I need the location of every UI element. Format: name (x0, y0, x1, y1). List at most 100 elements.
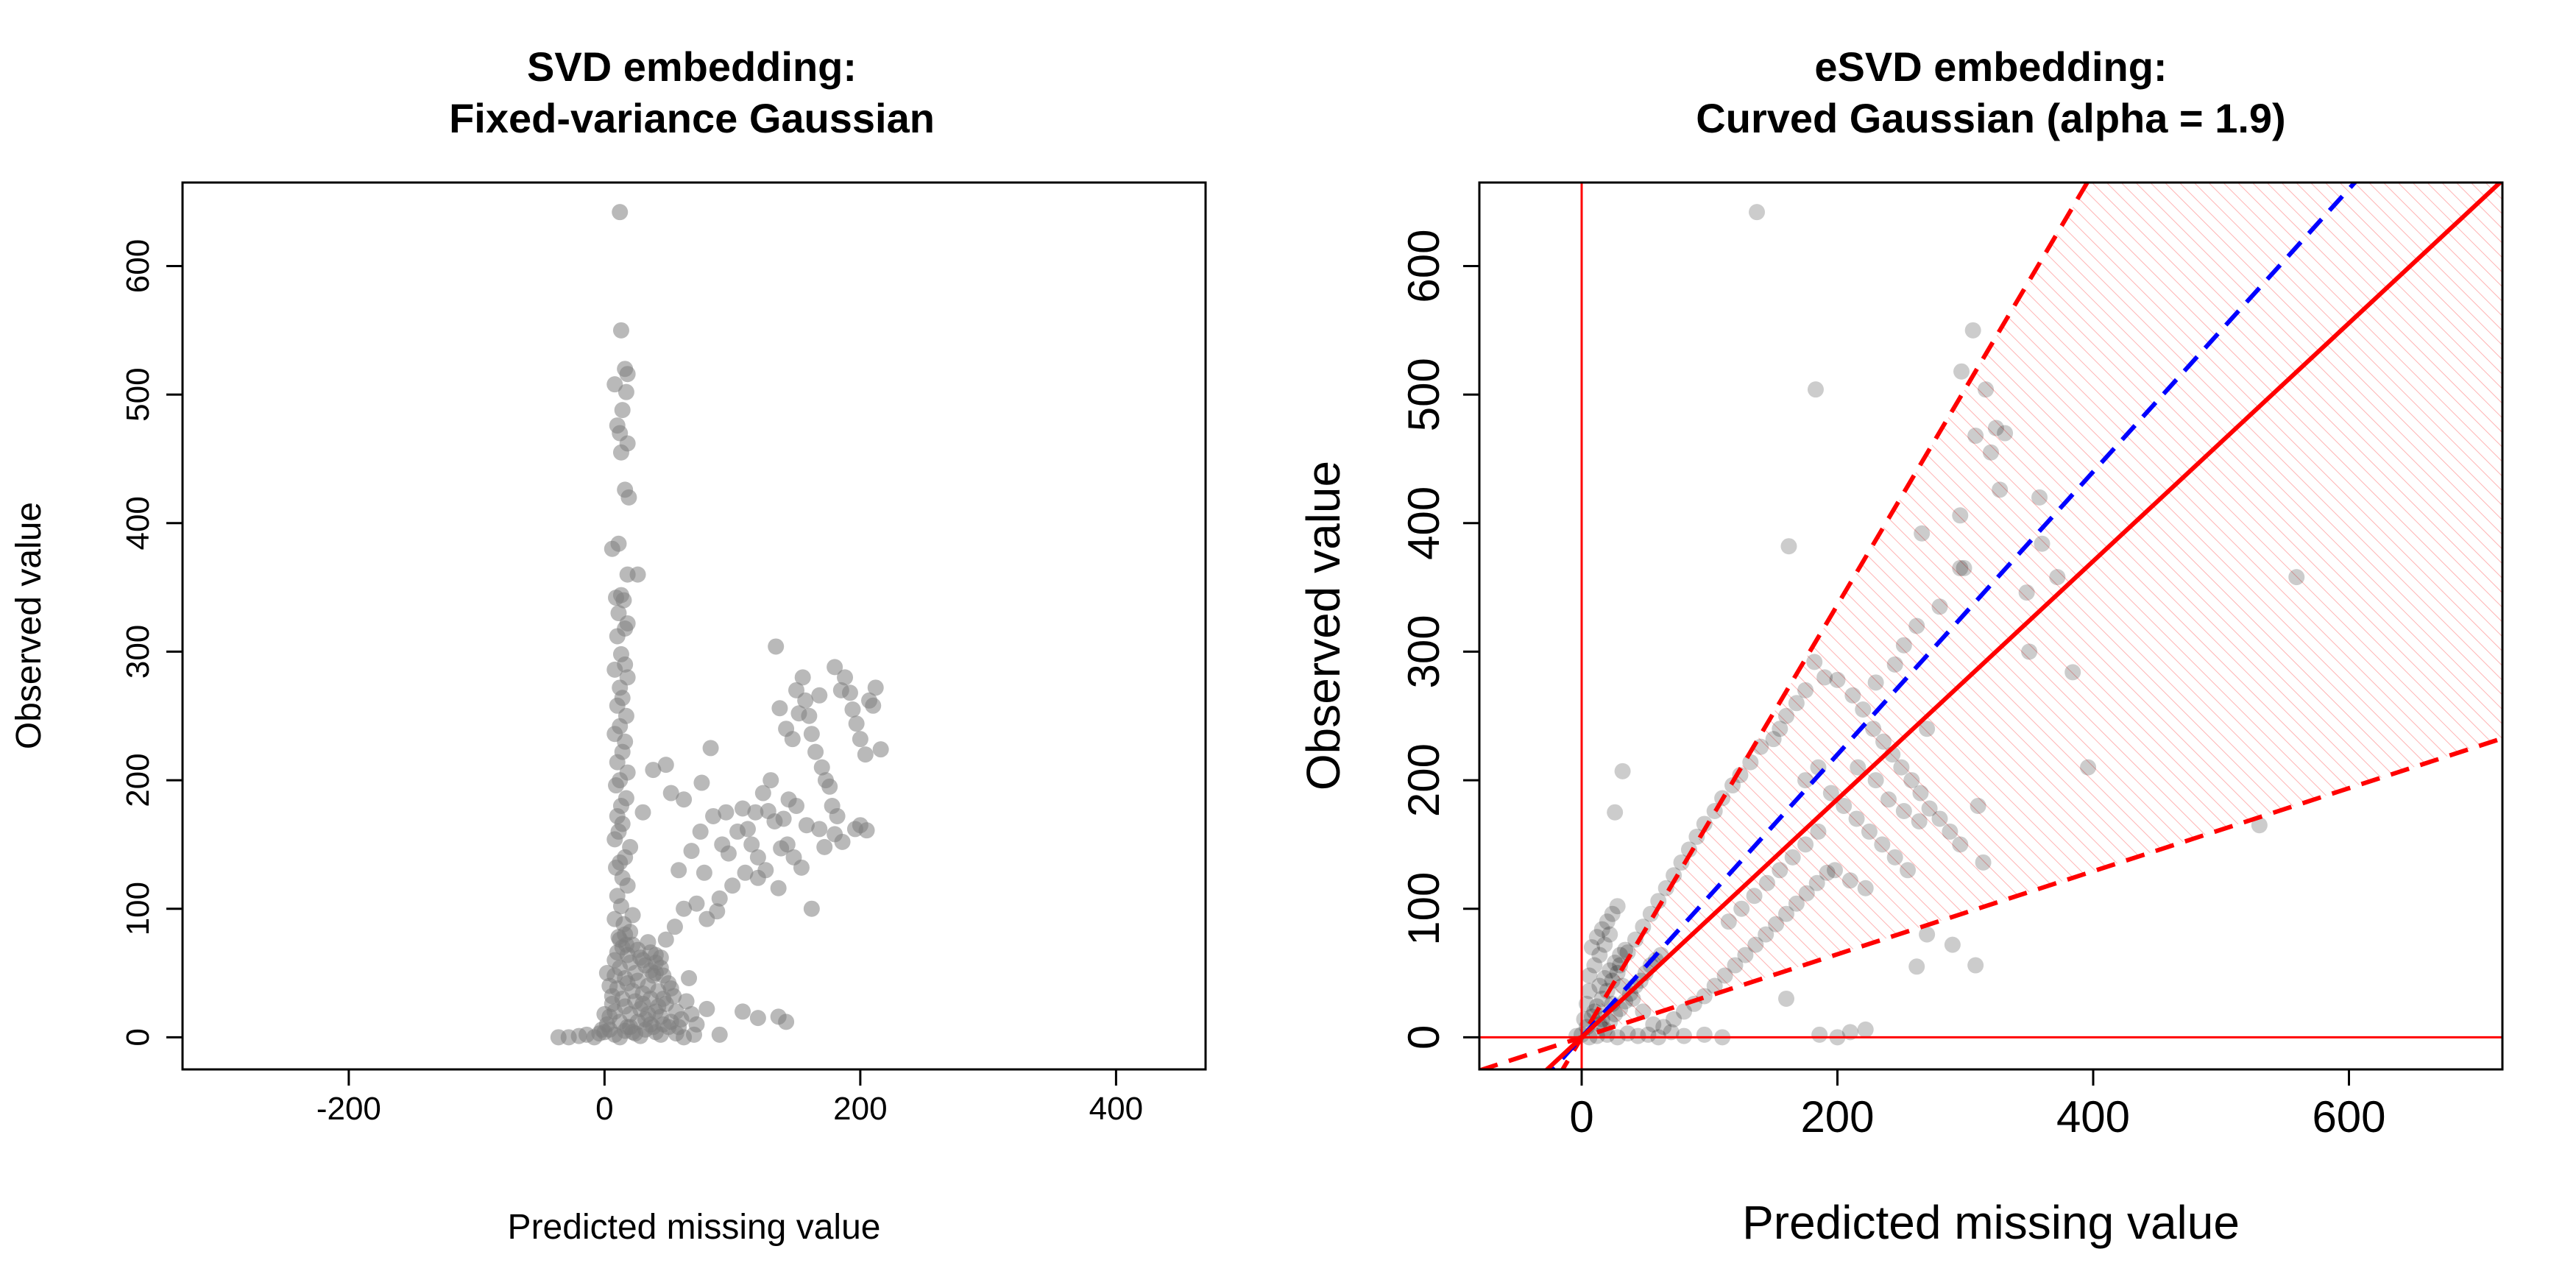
scatter-point (762, 772, 779, 789)
scatter-point (1788, 695, 1805, 712)
scatter-point (650, 998, 667, 1015)
scatter-point (739, 821, 756, 838)
scatter-point (1737, 946, 1754, 963)
scatter-point (681, 970, 698, 987)
scatter-point (619, 566, 636, 583)
scatter-point (1746, 888, 1763, 905)
scatter-point (1583, 939, 1600, 956)
scatter-point (749, 849, 766, 866)
scatter-point (1780, 538, 1797, 555)
scatter-point (620, 489, 637, 506)
scatter-point (857, 746, 874, 763)
scatter-point (794, 669, 811, 686)
scatter-point (606, 376, 623, 393)
x-tick-label: 400 (2056, 1092, 2130, 1142)
scatter-point (1716, 967, 1733, 984)
scatter-point (1822, 785, 1839, 802)
scatter-point (655, 967, 672, 984)
scatter-point (811, 821, 828, 838)
scatter-point (1612, 946, 1629, 963)
y-tick-label: 500 (120, 367, 156, 421)
x-tick-label: 0 (1569, 1092, 1593, 1142)
scatter-point (647, 955, 664, 972)
y-tick-label: 100 (120, 882, 156, 935)
scatter-point (1983, 444, 1999, 461)
scatter-point (1676, 1027, 1692, 1044)
y-axis-label: Observed value (1297, 461, 1350, 790)
scatter-point (1788, 895, 1805, 912)
scatter-point (735, 800, 751, 817)
scatter-point (793, 859, 810, 876)
scatter-point (1967, 428, 1984, 445)
scatter-point (711, 1026, 728, 1043)
scatter-point (670, 1019, 687, 1036)
scatter-point (844, 701, 861, 718)
scatter-point (1772, 721, 1788, 737)
band-lower-dashed-line (1479, 736, 2502, 1069)
scatter-point (1952, 559, 1969, 576)
svd-scatter-panel: SVD embedding: Fixed-variance Gaussian -… (10, 43, 1207, 1247)
scatter-point (2080, 759, 2097, 776)
scatter-point (1778, 707, 1794, 724)
scatter-point (693, 774, 710, 791)
scatter-point (1819, 864, 1836, 881)
scatter-point (1992, 481, 2009, 498)
scatter-point (1604, 972, 1621, 989)
scatter-point (1857, 880, 1874, 896)
scatter-point (1952, 507, 1969, 524)
scatter-point (1908, 618, 1925, 634)
scatter-point (1861, 823, 1878, 840)
scatter-point (1942, 823, 1958, 840)
y-axis-label: Observed value (10, 502, 49, 749)
scatter-point (1912, 785, 1929, 802)
scatter-point (1919, 926, 1936, 943)
scatter-point (1895, 637, 1912, 654)
scatter-point (609, 754, 626, 771)
scatter-point (1635, 1003, 1652, 1020)
y-tick-label: 200 (1399, 743, 1448, 817)
scatter-point (705, 807, 722, 824)
scatter-point (1778, 990, 1794, 1007)
scatter-point (711, 890, 728, 907)
scatter-point (1617, 993, 1634, 1010)
scatter-point (1844, 687, 1861, 704)
scatter-point (872, 741, 889, 758)
fit-line (1543, 183, 2502, 1069)
scatter-point (718, 804, 735, 821)
scatter-point (1808, 874, 1825, 891)
plot-area (1479, 183, 2502, 1069)
scatter-point (606, 952, 623, 969)
scatter-point (2034, 535, 2050, 552)
scatter-point (1806, 654, 1823, 670)
scatter-point (1875, 733, 1892, 750)
scatter-point (702, 740, 719, 757)
scatter-point (696, 864, 712, 881)
y-tick-label: 600 (1399, 229, 1448, 302)
scatter-point (615, 592, 632, 609)
scatter-point (1829, 671, 1846, 688)
scatter-point (1650, 893, 1667, 910)
scatter-point (698, 910, 715, 927)
scatter-point (614, 402, 631, 419)
scatter-point (692, 823, 709, 840)
plot-clip-group (1479, 183, 2502, 1069)
scatter-point (1696, 1026, 1713, 1043)
y-tick-label: 0 (1399, 1025, 1448, 1050)
scatter-point (1797, 772, 1814, 789)
scatter-point (1886, 656, 1903, 673)
scatter-point (788, 797, 804, 814)
scatter-point (1855, 701, 1872, 718)
scatter-point (821, 778, 838, 795)
scatter-point (1758, 874, 1775, 891)
scatter-point (606, 661, 623, 678)
scatter-point (612, 322, 629, 339)
scatter-point (609, 628, 626, 645)
plot-area (550, 204, 889, 1046)
scatter-point (2251, 817, 2268, 834)
scatter-point (1733, 900, 1750, 917)
scatter-point (770, 880, 787, 896)
scatter-point (834, 833, 851, 850)
y-tick-label: 100 (1399, 872, 1448, 946)
x-axis-label: Predicted missing value (508, 1208, 881, 1247)
